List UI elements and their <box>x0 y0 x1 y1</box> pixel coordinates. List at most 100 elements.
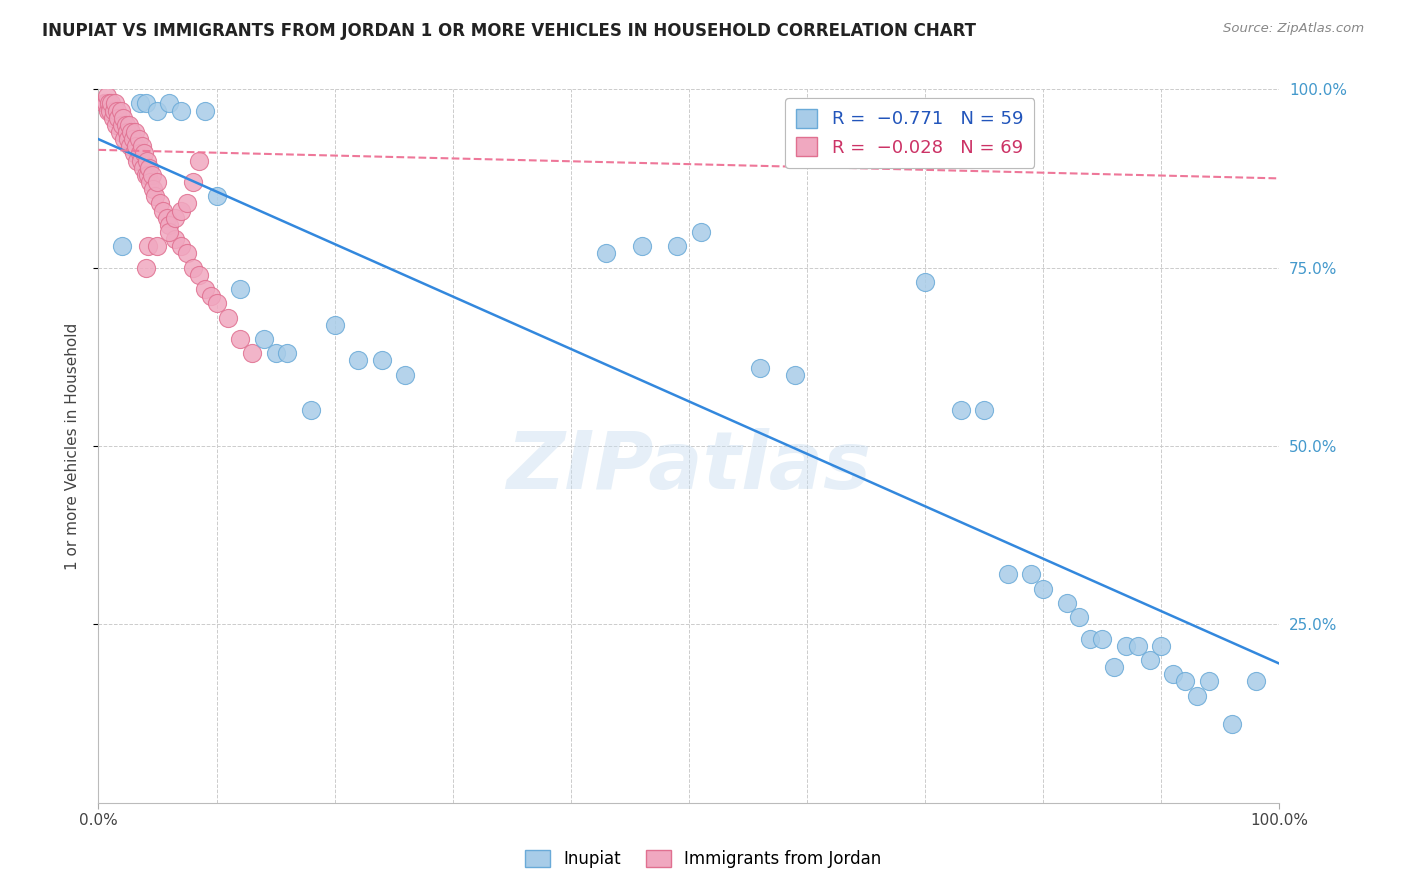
Point <box>146 103 169 118</box>
Point <box>176 196 198 211</box>
Point <box>748 360 770 375</box>
Point <box>105 118 128 132</box>
Legend: Inupiat, Immigrants from Jordan: Inupiat, Immigrants from Jordan <box>517 843 889 875</box>
Point <box>181 175 204 189</box>
Point <box>141 168 163 182</box>
Point <box>124 125 146 139</box>
Point <box>120 139 142 153</box>
Point <box>205 296 228 310</box>
Point <box>157 225 180 239</box>
Point <box>194 103 217 118</box>
Point <box>143 189 166 203</box>
Point <box>997 567 1019 582</box>
Point <box>973 403 995 417</box>
Point <box>111 239 134 253</box>
Point <box>276 346 298 360</box>
Point <box>1021 567 1043 582</box>
Point <box>1150 639 1173 653</box>
Point <box>1220 717 1243 731</box>
Point <box>949 403 972 417</box>
Point <box>135 153 157 168</box>
Point <box>152 203 174 218</box>
Point <box>112 111 135 125</box>
Point <box>1185 689 1208 703</box>
Point <box>121 132 143 146</box>
Point <box>107 111 129 125</box>
Point <box>93 96 115 111</box>
Point <box>97 103 120 118</box>
Point <box>108 125 131 139</box>
Point <box>1091 632 1114 646</box>
Point <box>689 225 711 239</box>
Point <box>1115 639 1137 653</box>
Point <box>96 89 118 103</box>
Point <box>118 118 141 132</box>
Point <box>125 139 148 153</box>
Point <box>253 332 276 346</box>
Point <box>111 118 134 132</box>
Point <box>1032 582 1054 596</box>
Point <box>240 346 263 360</box>
Point <box>299 403 322 417</box>
Point <box>165 232 187 246</box>
Point <box>1198 674 1220 689</box>
Point <box>138 161 160 175</box>
Point <box>100 96 122 111</box>
Point <box>785 368 807 382</box>
Point <box>205 189 228 203</box>
Point <box>264 346 287 360</box>
Point <box>1161 667 1184 681</box>
Point <box>394 368 416 382</box>
Point <box>135 96 157 111</box>
Point <box>139 175 162 189</box>
Point <box>110 103 132 118</box>
Point <box>115 125 138 139</box>
Point <box>200 289 222 303</box>
Point <box>101 111 124 125</box>
Point <box>135 260 157 275</box>
Point <box>128 96 150 111</box>
Point <box>194 282 217 296</box>
Point <box>136 239 159 253</box>
Point <box>1067 610 1090 624</box>
Point <box>323 318 346 332</box>
Point <box>181 260 204 275</box>
Point <box>98 96 121 111</box>
Point <box>170 239 193 253</box>
Point <box>630 239 652 253</box>
Point <box>146 239 169 253</box>
Point <box>114 118 136 132</box>
Point <box>157 96 180 111</box>
Point <box>112 132 135 146</box>
Point <box>157 218 180 232</box>
Point <box>1102 660 1125 674</box>
Point <box>98 103 121 118</box>
Point <box>1174 674 1197 689</box>
Text: Source: ZipAtlas.com: Source: ZipAtlas.com <box>1223 22 1364 36</box>
Point <box>176 246 198 260</box>
Point <box>165 211 187 225</box>
Point <box>105 103 128 118</box>
Point <box>128 132 150 146</box>
Point <box>149 196 172 211</box>
Point <box>170 203 193 218</box>
Point <box>229 282 252 296</box>
Point <box>1244 674 1267 689</box>
Point <box>1126 639 1149 653</box>
Point <box>347 353 370 368</box>
Point <box>666 239 689 253</box>
Point <box>122 146 145 161</box>
Point <box>217 310 239 325</box>
Point <box>117 132 139 146</box>
Point <box>187 153 209 168</box>
Legend: R =  −0.771   N = 59, R =  −0.028   N = 69: R = −0.771 N = 59, R = −0.028 N = 69 <box>785 98 1035 168</box>
Point <box>103 103 125 118</box>
Y-axis label: 1 or more Vehicles in Household: 1 or more Vehicles in Household <box>65 322 80 570</box>
Point <box>1056 596 1078 610</box>
Point <box>146 175 169 189</box>
Point <box>136 168 159 182</box>
Point <box>104 96 127 111</box>
Point <box>1080 632 1102 646</box>
Point <box>142 182 165 196</box>
Point <box>135 168 157 182</box>
